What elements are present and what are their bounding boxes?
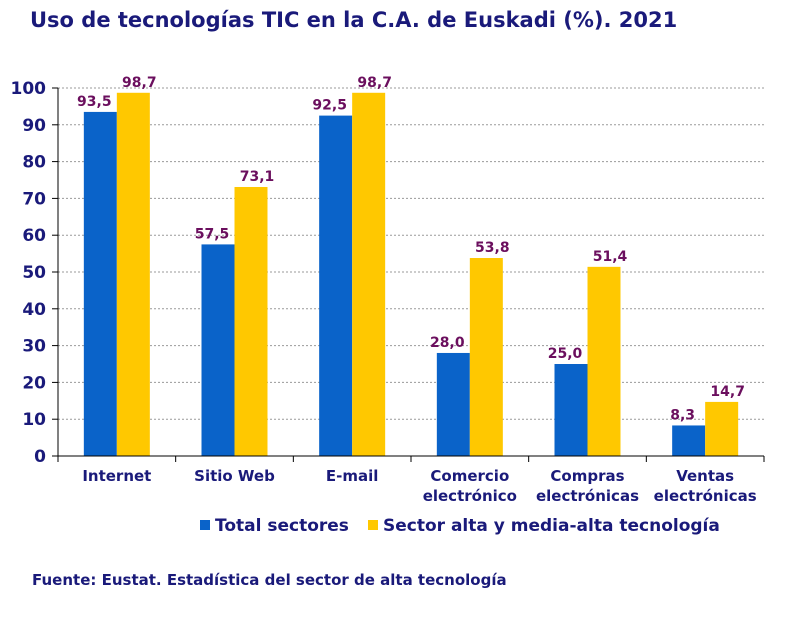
category-label: Internet [82, 467, 151, 485]
data-labels: 93,5 57,5 92,5 28,0 25,0 8,3 98,7 73,1 98,7 53,8 5… [77, 75, 745, 424]
bar-alta [469, 258, 503, 456]
legend-swatch [368, 520, 378, 530]
data-label: 92,5 [312, 98, 347, 114]
data-label: 14,7 [710, 384, 745, 400]
bar-alta [116, 92, 150, 456]
data-label: 8,3 [670, 407, 695, 423]
bar-total [554, 364, 588, 456]
bar-total [83, 111, 117, 457]
data-label: 98,7 [357, 75, 392, 91]
bar-total [672, 425, 706, 456]
y-tick-label: 90 [22, 116, 46, 136]
category-labels: Internet Sitio Web E-mail Comercio electróni… [82, 467, 756, 505]
legend-label: Total sectores [215, 516, 349, 536]
y-tick-label: 60 [22, 226, 46, 246]
gridlines [58, 87, 764, 420]
bar-total [319, 115, 353, 456]
category-label: Comercio electrónico [423, 467, 517, 505]
data-label: 73,1 [240, 169, 275, 185]
bar-alta [234, 186, 268, 456]
data-label: 25,0 [548, 346, 583, 362]
y-tick-label: 0 [34, 447, 46, 467]
data-label: 93,5 [77, 94, 112, 110]
bars [83, 92, 739, 457]
category-label: Ventas electrónicas [654, 467, 757, 505]
bar-total [436, 352, 470, 456]
legend: Total sectores Sector alta y media-alta t… [200, 516, 720, 536]
category-label: E-mail [326, 467, 379, 485]
bar-alta [587, 266, 621, 456]
y-tick-labels: 0 10 20 30 40 50 60 70 80 90 100 [11, 79, 47, 467]
y-tick-label: 80 [22, 153, 46, 173]
data-label: 51,4 [593, 249, 628, 265]
category-label: Sitio Web [194, 467, 275, 485]
y-tick-label: 10 [22, 410, 46, 430]
source-note: Fuente: Eustat. Estadística del sector d… [32, 571, 507, 589]
data-label: 98,7 [122, 75, 157, 91]
legend-swatch [200, 520, 210, 530]
data-label: 57,5 [195, 226, 230, 242]
chart-title: Uso de tecnologías TIC en la C.A. de Eus… [30, 8, 678, 32]
bar-total [201, 244, 235, 456]
y-tick-label: 50 [22, 263, 46, 283]
bar-alta [352, 92, 386, 456]
y-tick-label: 30 [22, 337, 46, 357]
y-tick-label: 40 [22, 300, 46, 320]
axes [52, 87, 765, 462]
y-tick-label: 70 [22, 189, 46, 209]
data-label: 53,8 [475, 240, 510, 256]
y-tick-label: 100 [11, 79, 47, 99]
bar-alta [705, 401, 739, 456]
data-label: 28,0 [430, 335, 465, 351]
legend-label: Sector alta y media-alta tecnología [383, 516, 720, 536]
y-tick-label: 20 [22, 373, 46, 393]
category-label: Compras electrónicas [536, 467, 639, 505]
